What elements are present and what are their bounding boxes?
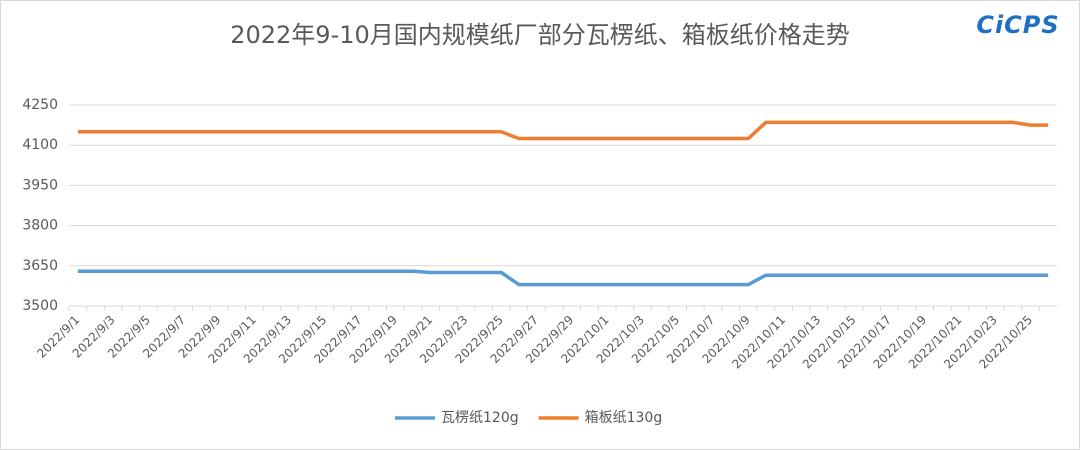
line [77,269,1049,287]
legend-label: 瓦楞纸120g [441,410,519,426]
chart-title: 2022年9-10月国内规模纸厂部分瓦楞纸、箱板纸价格走势 [230,21,850,49]
y-tick-label: 3500 [22,298,58,314]
legend-label: 箱板纸130g [585,410,663,426]
y-tick-label: 3650 [22,258,58,274]
y-tick-label: 3950 [22,177,58,193]
logo: CiCPS [976,11,1059,39]
line [77,120,1049,141]
y-tick-label: 3800 [22,218,58,234]
y-tick-label: 4250 [22,97,58,113]
y-tick-label: 4100 [22,137,58,153]
